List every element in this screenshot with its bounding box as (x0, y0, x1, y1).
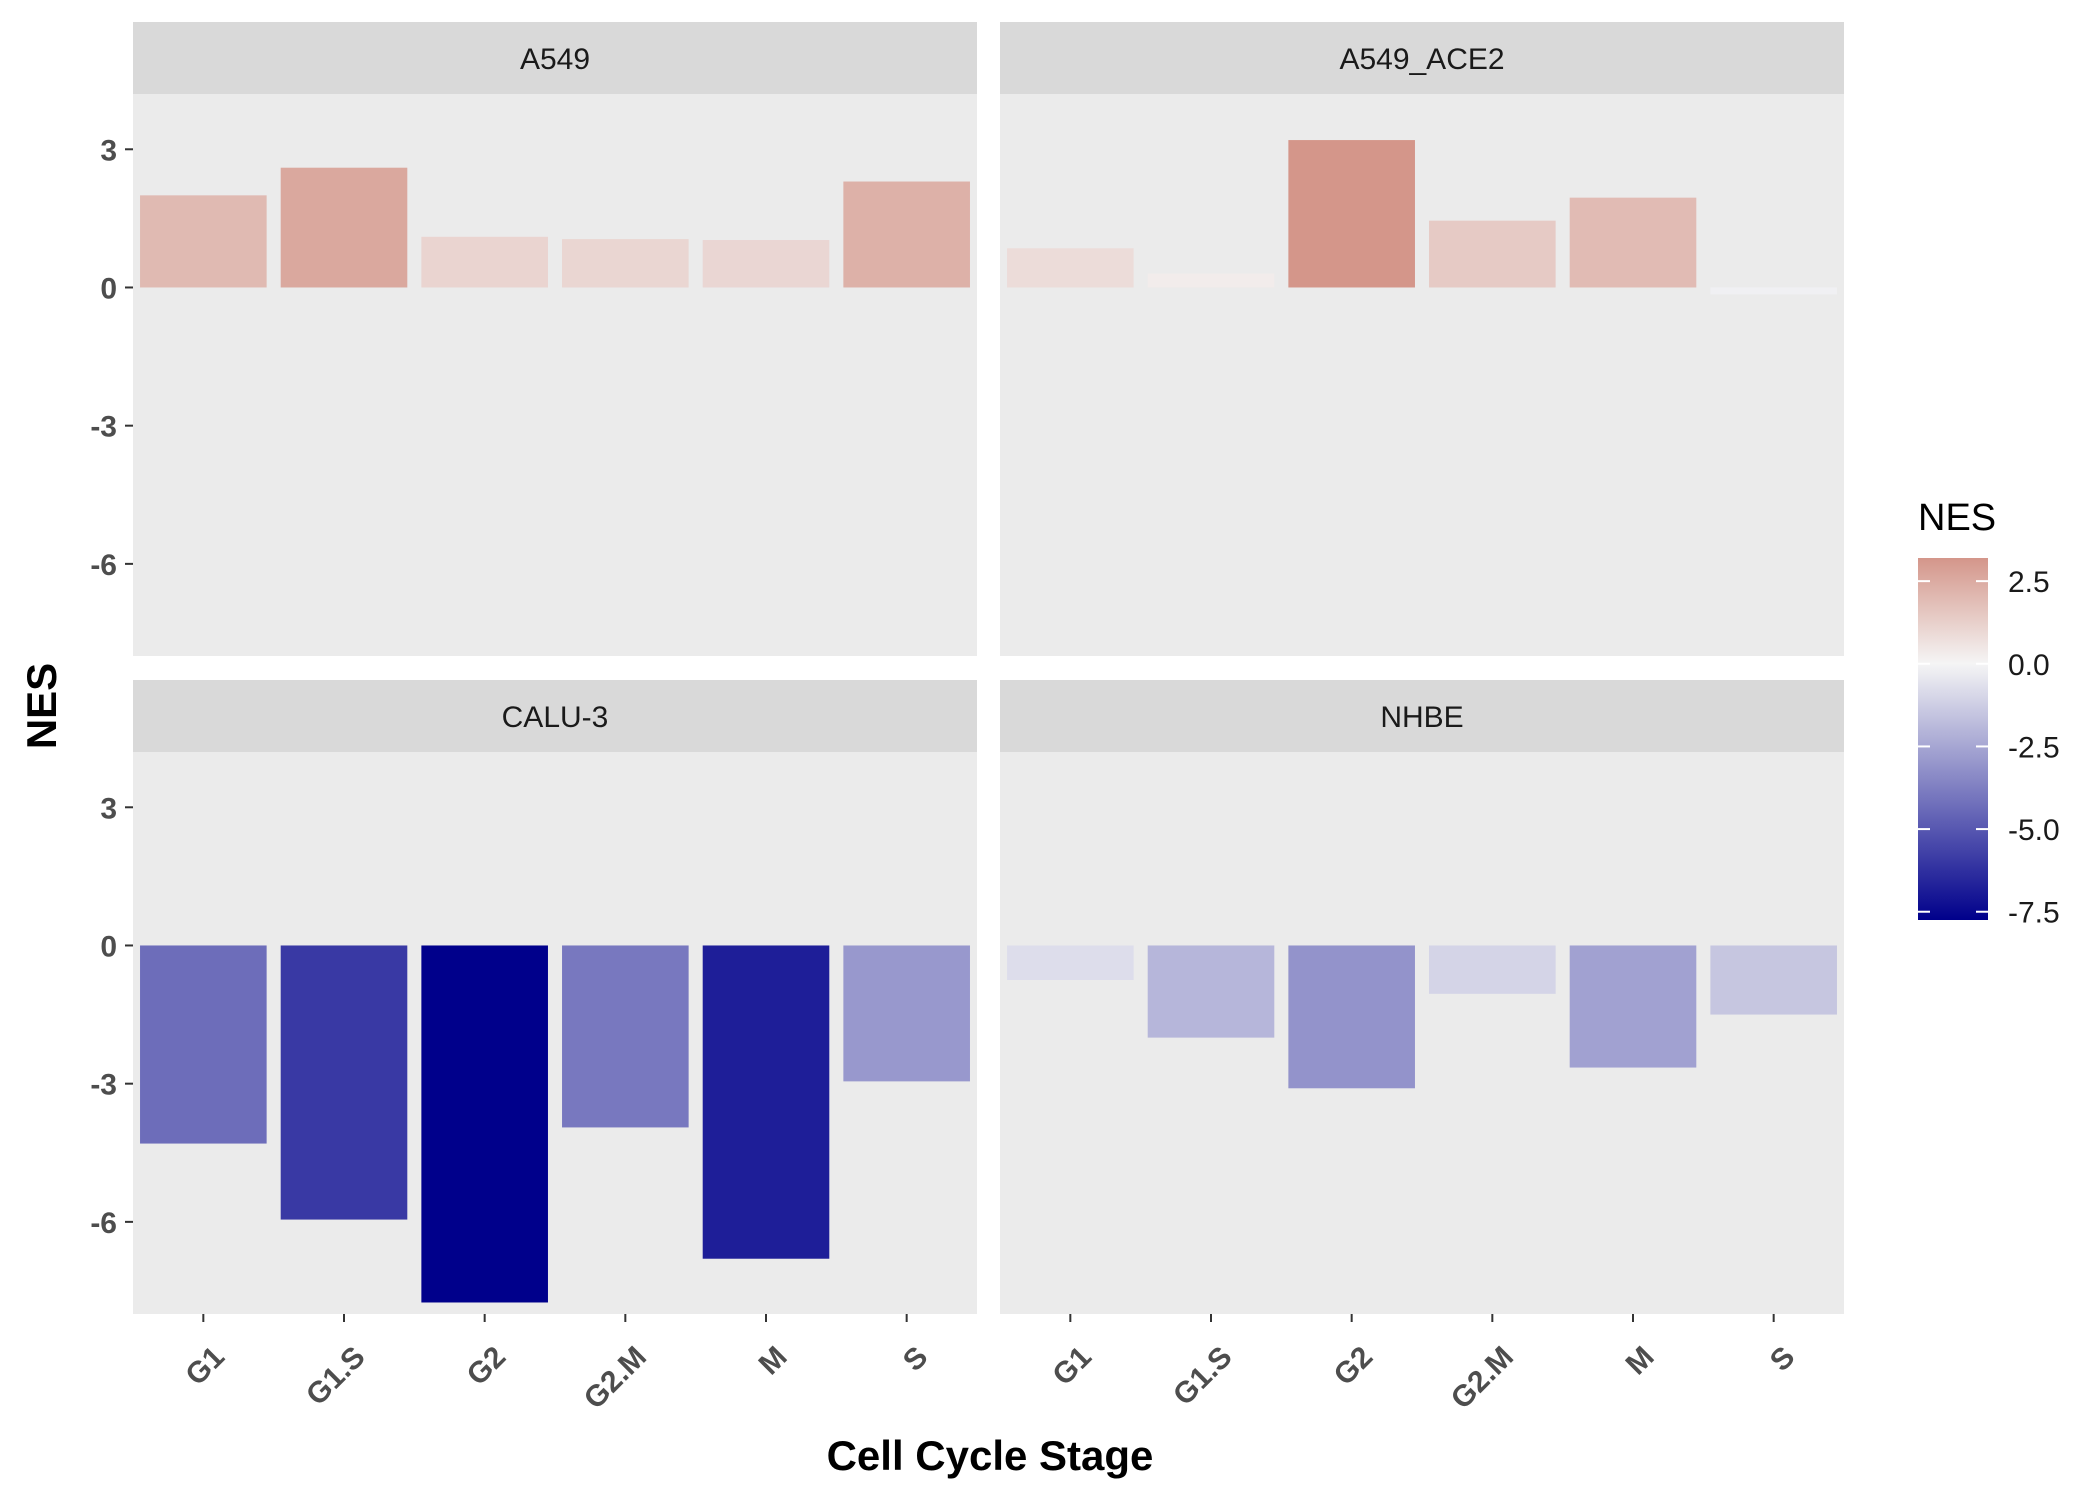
facet-nhbe: NHBE G1 G1.S G2 G2.M M S (1000, 680, 1844, 1416)
legend-title: NES (1918, 497, 1996, 539)
facet-strip-label: NHBE (1380, 701, 1463, 734)
bar-g1-s (1147, 273, 1275, 288)
x-tick-label: G1 (1046, 1340, 1098, 1392)
y-tick-label: -3 (90, 1069, 117, 1102)
x-tick-label: S (1764, 1340, 1801, 1377)
y-tick-label: 3 (100, 134, 117, 167)
facet-strip (133, 22, 977, 94)
bar-m (1569, 197, 1697, 288)
y-axis-title: NES (18, 663, 65, 749)
facet-strip-label: A549 (520, 43, 590, 76)
legend-break-label: 2.5 (2008, 566, 2050, 599)
facets: A549 3 0 -3 -6 A549_ACE2 CALU-3 3 0 -3 -6 G1 G1.S G2 G… (90, 22, 1844, 1416)
bar-s (843, 945, 970, 1082)
x-axis-title: Cell Cycle Stage (827, 1432, 1154, 1479)
x-tick-label: S (897, 1340, 934, 1377)
x-tick-label: G1 (179, 1340, 231, 1392)
x-tick-label: G2.M (1445, 1340, 1520, 1415)
x-tick-label: G1.S (300, 1340, 372, 1412)
bar-g1-s (280, 167, 408, 288)
panel-background (1000, 752, 1844, 1314)
y-tick-label: -6 (90, 549, 117, 582)
facet-a549_ace2: A549_ACE2 (1000, 22, 1844, 656)
bar-g2 (1288, 140, 1415, 288)
bar-g2-m (562, 239, 689, 288)
x-tick-label: G2.M (578, 1340, 653, 1415)
bar-g2-m (562, 945, 689, 1128)
legend-break-label: -5.0 (2008, 814, 2060, 847)
bar-g1 (1007, 248, 1134, 288)
facet-strip (1000, 22, 1844, 94)
panel-background (133, 752, 977, 1314)
color-legend: NES 2.5 0.0 -2.5 -5.0 -7.5 (1918, 497, 2060, 930)
bar-g1-s (1147, 945, 1275, 1038)
bar-g2-m (1429, 945, 1556, 994)
legend-colorbar (1918, 558, 1988, 920)
x-tick-label: G1.S (1167, 1340, 1239, 1412)
y-tick-label: -3 (90, 411, 117, 444)
facet-strip-label: A549_ACE2 (1339, 43, 1504, 76)
facet-strip (1000, 680, 1844, 752)
x-tick-label: G2 (1328, 1340, 1380, 1392)
x-tick-label: M (753, 1340, 794, 1381)
bar-m (1569, 945, 1697, 1068)
panel-background (1000, 94, 1844, 656)
bar-m (702, 945, 830, 1259)
facet-strip-label: CALU-3 (502, 701, 609, 734)
facet-a549: A549 3 0 -3 -6 (90, 22, 977, 656)
y-tick-label: 0 (100, 272, 117, 305)
bar-g2 (421, 236, 548, 288)
bar-m (702, 240, 830, 288)
x-tick-label: G2 (461, 1340, 513, 1392)
bar-s (843, 181, 970, 288)
bar-s (1710, 287, 1837, 295)
panel-background (133, 94, 977, 656)
bar-s (1710, 945, 1837, 1015)
legend-break-label: -7.5 (2008, 897, 2060, 930)
y-tick-label: 0 (100, 930, 117, 963)
bar-g1 (140, 945, 267, 1144)
facet-calu-3: CALU-3 3 0 -3 -6 G1 G1.S G2 G2.M M S (90, 680, 977, 1416)
y-tick-label: 3 (100, 792, 117, 825)
x-tick-label: M (1620, 1340, 1661, 1381)
legend-break-label: -2.5 (2008, 731, 2060, 764)
y-tick-label: -6 (90, 1207, 117, 1240)
legend-break-label: 0.0 (2008, 649, 2050, 682)
bar-g1 (1007, 945, 1134, 981)
bar-g1 (140, 195, 267, 288)
facet-strip (133, 680, 977, 752)
bar-g2-m (1429, 220, 1556, 288)
bar-g2 (1288, 945, 1415, 1089)
bar-g1-s (280, 945, 408, 1220)
bar-g2 (421, 945, 548, 1303)
